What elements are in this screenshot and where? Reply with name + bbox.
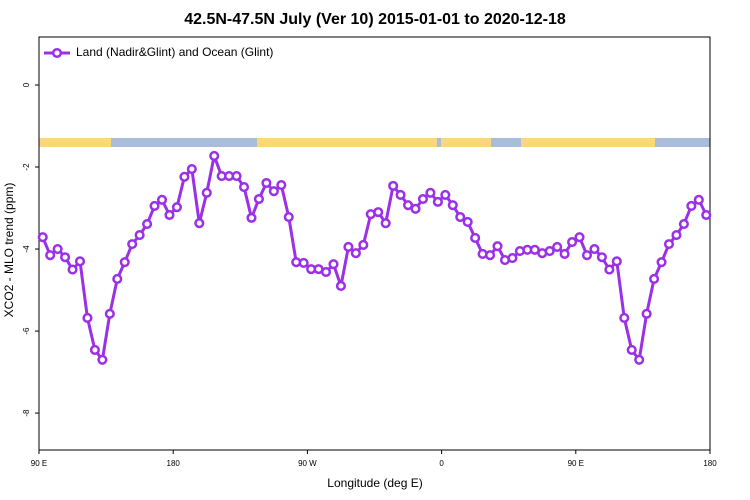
- point: [82, 312, 93, 323]
- point: [52, 243, 63, 255]
- plot-frame: [38, 36, 711, 451]
- chart-title: 42.5N-47.5N July (Ver 10) 2015-01-01 to …: [184, 11, 566, 28]
- point: [492, 241, 503, 252]
- point: [567, 237, 578, 248]
- x-tick-label: 180: [703, 459, 717, 468]
- y-tick-label: 0: [22, 82, 31, 87]
- point: [201, 187, 212, 198]
- point: [231, 170, 242, 182]
- point: [574, 232, 585, 243]
- point: [462, 216, 473, 228]
- point: [67, 264, 78, 275]
- point: [268, 186, 279, 197]
- point: [335, 280, 347, 291]
- point: [60, 252, 71, 263]
- point: [373, 207, 384, 218]
- point: [89, 344, 100, 355]
- point: [626, 344, 637, 355]
- point: [127, 239, 138, 250]
- point: [559, 248, 570, 260]
- x-tick-label: 180: [167, 459, 181, 468]
- point: [641, 308, 652, 319]
- point: [663, 239, 675, 250]
- point: [186, 164, 197, 175]
- point: [395, 189, 406, 200]
- point: [388, 180, 399, 191]
- point: [298, 257, 309, 269]
- point: [417, 193, 429, 205]
- point: [410, 203, 421, 214]
- y-tick-label: -4: [22, 245, 31, 253]
- point: [432, 196, 443, 207]
- point: [485, 250, 496, 261]
- point: [581, 250, 593, 261]
- point: [164, 209, 175, 221]
- point: [671, 230, 682, 241]
- y-tick-label: -8: [22, 409, 31, 417]
- point: [171, 202, 182, 213]
- point: [328, 259, 339, 270]
- point: [238, 182, 250, 193]
- point: [701, 209, 712, 221]
- x-tick-label: 90 W: [298, 459, 317, 468]
- point: [589, 243, 600, 255]
- point: [179, 171, 190, 182]
- point: [552, 241, 563, 253]
- point: [693, 194, 704, 205]
- y-axis-label: XCO2 - MLO trend (ppm): [2, 183, 16, 318]
- point: [403, 200, 414, 211]
- point: [358, 239, 369, 250]
- point: [104, 308, 115, 319]
- legend-marker: [51, 47, 63, 59]
- point: [149, 200, 160, 212]
- point: [156, 194, 168, 205]
- point: [470, 232, 481, 244]
- point: [440, 189, 451, 200]
- point: [425, 187, 436, 198]
- point: [604, 264, 615, 275]
- point: [37, 232, 48, 243]
- point: [596, 252, 607, 263]
- point: [283, 211, 294, 223]
- point: [634, 354, 645, 365]
- point: [209, 150, 220, 161]
- point: [455, 211, 466, 223]
- point: [261, 177, 272, 189]
- point: [253, 193, 264, 205]
- point: [544, 246, 555, 257]
- point: [343, 241, 354, 253]
- point: [97, 354, 108, 365]
- point: [686, 200, 697, 212]
- legend-label: Land (Nadir&Glint) and Ocean (Glint): [76, 45, 273, 59]
- x-tick-label: 0: [439, 459, 444, 468]
- point: [350, 248, 361, 259]
- y-tick-label: -6: [22, 327, 31, 335]
- point: [112, 273, 123, 285]
- point: [611, 256, 622, 267]
- y-tick-label: -2: [22, 163, 31, 171]
- point: [447, 200, 458, 211]
- point: [194, 218, 205, 229]
- x-tick-label: 90 E: [568, 459, 584, 468]
- point: [134, 230, 145, 241]
- point: [678, 218, 689, 230]
- surface-band: [39, 138, 710, 147]
- point: [119, 257, 130, 268]
- x-axis-label: Longitude (deg E): [327, 476, 422, 490]
- point: [276, 180, 287, 191]
- point: [74, 256, 86, 267]
- point: [380, 218, 391, 229]
- point: [649, 273, 660, 285]
- point: [507, 253, 518, 264]
- x-tick-label: 90 E: [31, 459, 47, 468]
- point: [656, 257, 667, 268]
- point: [320, 266, 332, 278]
- point: [246, 212, 257, 223]
- point: [142, 218, 153, 230]
- point: [45, 250, 56, 261]
- point: [619, 312, 630, 323]
